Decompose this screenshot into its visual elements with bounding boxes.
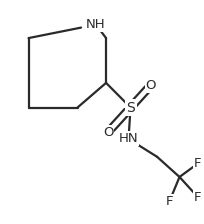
Text: NH: NH — [86, 18, 106, 31]
Text: F: F — [166, 195, 173, 208]
Text: F: F — [194, 191, 202, 204]
Text: HN: HN — [119, 132, 138, 145]
Text: F: F — [194, 157, 202, 170]
Text: O: O — [103, 126, 113, 139]
Text: S: S — [126, 101, 135, 114]
Text: O: O — [146, 79, 156, 92]
